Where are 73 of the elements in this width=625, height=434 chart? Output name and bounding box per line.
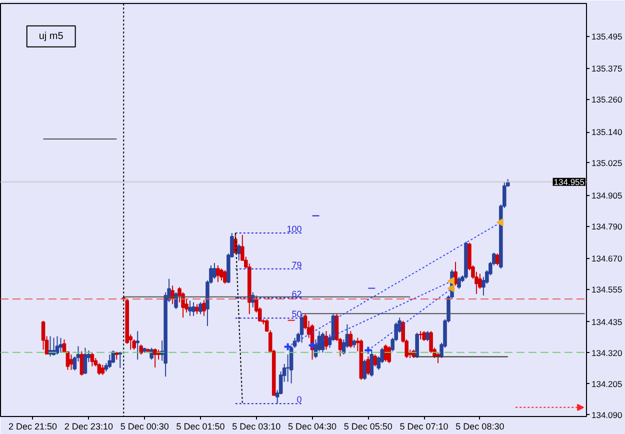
candlestick xyxy=(108,354,112,369)
candlestick xyxy=(362,359,367,380)
candlestick xyxy=(415,332,419,359)
candlestick xyxy=(366,356,370,376)
y-tick-label: 135.375 xyxy=(592,64,622,74)
candlestick xyxy=(195,304,199,315)
point xyxy=(496,218,504,226)
candlestick xyxy=(118,351,122,369)
candlestick xyxy=(387,346,392,364)
candlestick xyxy=(426,330,430,342)
series-label: 100 xyxy=(286,224,302,234)
candlestick xyxy=(300,314,304,344)
series-label: 0 xyxy=(296,394,302,405)
x-tick-label: 2 Dec 23:10 xyxy=(64,422,113,432)
candlestick xyxy=(188,300,192,317)
y-tick-label: 134.435 xyxy=(592,316,622,327)
x-tick-label: 5 Dec 03:10 xyxy=(232,422,281,432)
candlestick xyxy=(384,344,388,362)
x-tick-label: 5 Dec 05:50 xyxy=(344,422,392,432)
point xyxy=(447,284,455,292)
candlestick xyxy=(216,264,220,283)
candlestick xyxy=(220,268,224,281)
candlestick xyxy=(153,348,157,368)
x-tick-label: 5 Dec 08:30 xyxy=(456,422,504,432)
y-tick-label: 135.140 xyxy=(592,127,622,138)
y-tick-label: 134.320 xyxy=(592,348,622,358)
candlestick xyxy=(223,270,227,284)
candlestick xyxy=(136,330,140,360)
candlestick xyxy=(139,344,143,356)
candlestick xyxy=(58,337,63,354)
x-tick-label: 5 Dec 04:30 xyxy=(288,422,337,432)
candlestick xyxy=(69,354,74,370)
y-tick-label: 134.205 xyxy=(592,378,622,389)
candlestick xyxy=(80,350,84,376)
y-tick-label: 135.025 xyxy=(592,158,622,168)
candlestick xyxy=(90,352,94,367)
candlestick xyxy=(212,262,216,280)
annotation: uj m5 xyxy=(38,30,64,42)
point xyxy=(283,342,292,352)
series-label: 62 xyxy=(292,288,302,299)
candlestick xyxy=(237,244,241,262)
candlestick xyxy=(496,253,500,266)
candlestick xyxy=(174,292,178,310)
candlestick xyxy=(55,336,60,356)
candlestick xyxy=(370,349,374,378)
series-label: 79 xyxy=(292,260,302,270)
ref-line-label: 134.955 xyxy=(554,176,585,187)
y-tick-label: 135.260 xyxy=(592,94,622,105)
candlestick xyxy=(100,364,105,376)
candlestick xyxy=(198,302,202,315)
candlestick xyxy=(202,300,206,317)
candlestick xyxy=(132,338,136,350)
series-label: 50 xyxy=(292,309,302,320)
candlestick xyxy=(348,330,353,348)
point xyxy=(364,346,373,355)
x-tick-label: 5 Dec 07:10 xyxy=(400,422,448,432)
point xyxy=(447,276,455,285)
y-tick-label: 134.905 xyxy=(592,190,622,200)
candlestick xyxy=(457,276,461,290)
y-tick-label: 134.670 xyxy=(592,254,622,264)
candlestick xyxy=(111,350,116,364)
y-tick-label: 134.790 xyxy=(592,221,622,232)
candlestick xyxy=(41,320,46,350)
candlestick xyxy=(192,302,196,317)
x-tick-label: 5 Dec 01:50 xyxy=(176,422,225,432)
candlestick xyxy=(422,330,426,342)
y-tick-label: 135.495 xyxy=(592,31,622,42)
y-tick-label: 134.555 xyxy=(592,284,622,295)
point xyxy=(308,340,317,350)
x-tick-label: 2 Dec 21:50 xyxy=(8,422,58,432)
x-tick-label: 5 Dec 00:30 xyxy=(120,422,169,432)
y-tick-label: 134.090 xyxy=(592,410,622,420)
candlestick xyxy=(83,347,88,375)
